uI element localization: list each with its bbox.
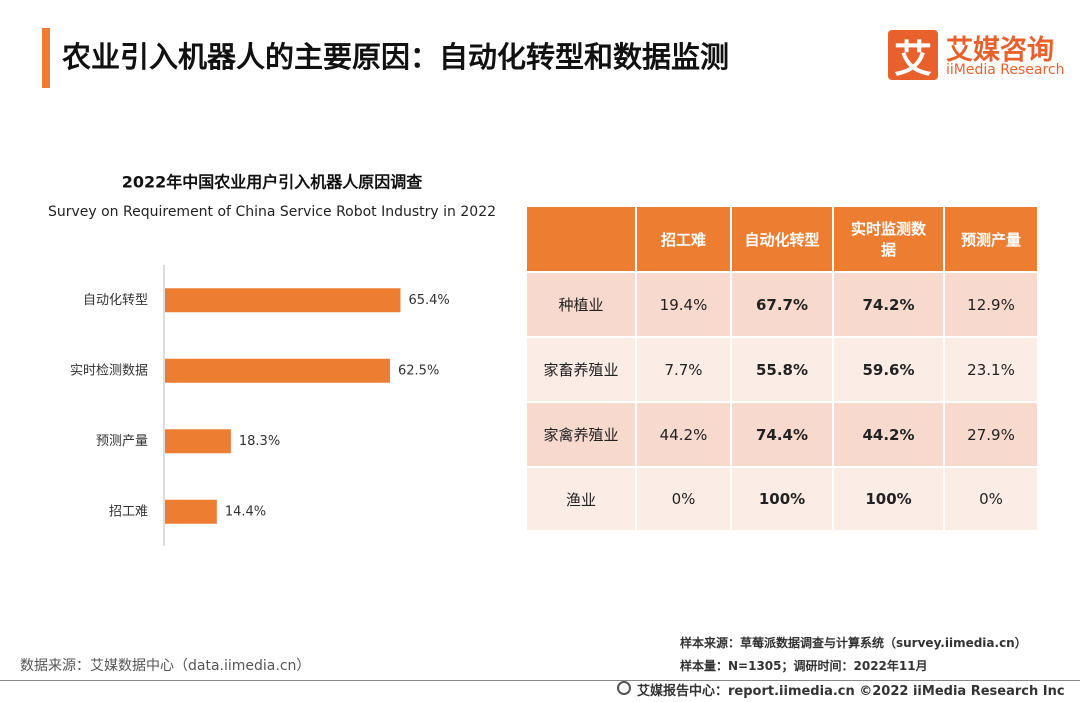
table-cell: 7.7% <box>636 337 731 402</box>
table-cell: 44.2% <box>636 402 731 467</box>
chart-subtitle: Survey on Requirement of China Service R… <box>48 204 496 220</box>
table-cell: 家禽养殖业 <box>526 402 636 467</box>
table-cell: 74.2% <box>833 272 944 337</box>
table-cell: 74.4% <box>731 402 833 467</box>
sample-size: 样本量：N=1305；调研时间：2022年11月 <box>680 659 928 673</box>
table-cell: 0% <box>944 467 1038 531</box>
table-cell: 0% <box>636 467 731 531</box>
page-title: 农业引入机器人的主要原因：自动化转型和数据监测 <box>62 40 730 74</box>
bar <box>165 429 231 454</box>
category-label: 实时检测数据 <box>70 363 148 378</box>
header-cell: 自动化转型 <box>731 206 833 272</box>
header-cell <box>526 206 636 272</box>
globe-icon <box>617 681 631 695</box>
sample-source: 样本来源：草莓派数据调查与计算系统（survey.iimedia.cn） <box>680 636 1027 650</box>
logo-icon: 艾 <box>888 30 938 81</box>
table-cell: 55.8% <box>731 337 833 402</box>
table-cell: 27.9% <box>944 402 1038 467</box>
header-cell: 实时监测数据 <box>833 206 944 272</box>
table-cell: 100% <box>833 467 944 531</box>
table-cell: 12.9% <box>944 272 1038 337</box>
table-cell: 种植业 <box>526 272 636 337</box>
chart-title: 2022年中国农业用户引入机器人原因调查 <box>122 173 423 192</box>
table-cell: 19.4% <box>636 272 731 337</box>
logo-sub: iiMedia Research <box>946 62 1065 78</box>
bar <box>165 288 401 313</box>
table-cell: 家畜养殖业 <box>526 337 636 402</box>
title-accent <box>42 28 50 88</box>
header-cell: 预测产量 <box>944 206 1038 272</box>
bar <box>165 499 217 524</box>
table-cell: 59.6% <box>833 337 944 402</box>
category-label: 招工难 <box>109 504 148 519</box>
chart: 2022年中国农业用户引入机器人原因调查 Survey on Requireme… <box>48 173 496 546</box>
table-cell: 44.2% <box>833 402 944 467</box>
footer-rule <box>0 680 1080 681</box>
value-label: 18.3% <box>239 434 280 449</box>
source: 数据来源：艾媒数据中心（data.iimedia.cn） <box>20 658 311 674</box>
table-cell: 67.7% <box>731 272 833 337</box>
table-cell: 100% <box>731 467 833 531</box>
value-label: 62.5% <box>398 363 439 378</box>
logo-name: 艾媒咨询 <box>946 35 1054 66</box>
copyright: 艾媒报告中心：report.iimedia.cn ©2022 iiMedia R… <box>637 684 1065 699</box>
table-cell: 23.1% <box>944 337 1038 402</box>
bar <box>165 358 390 383</box>
category-label: 预测产量 <box>96 434 148 449</box>
category-label: 自动化转型 <box>83 293 148 308</box>
header-cell: 招工难 <box>636 206 731 272</box>
table-cell: 渔业 <box>526 467 636 531</box>
value-label: 65.4% <box>408 293 449 308</box>
value-label: 14.4% <box>225 504 266 519</box>
